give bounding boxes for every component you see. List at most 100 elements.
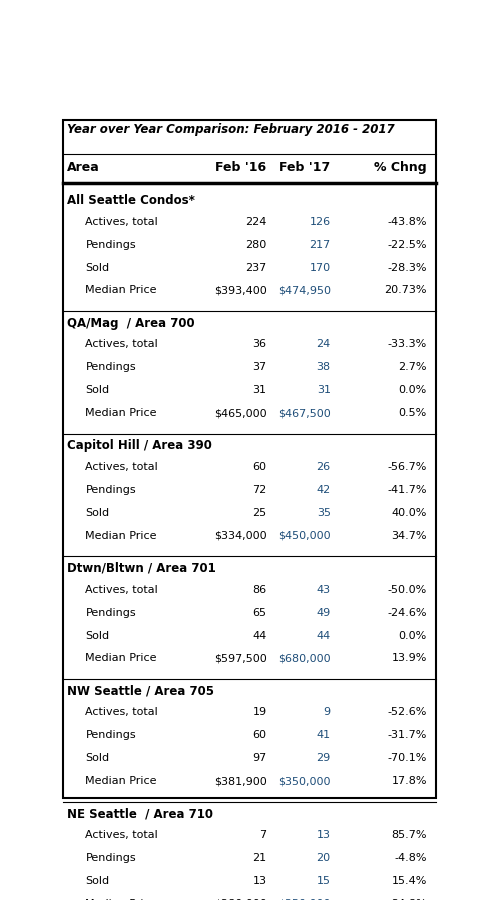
Text: 44: 44 (317, 631, 331, 641)
Text: 20.73%: 20.73% (384, 285, 427, 295)
Text: 86: 86 (252, 585, 266, 595)
Text: % Chng: % Chng (375, 161, 427, 174)
Text: Median Price: Median Price (85, 776, 157, 786)
Text: Median Price: Median Price (85, 285, 157, 295)
Text: -31.7%: -31.7% (388, 730, 427, 741)
Text: 13: 13 (317, 830, 331, 840)
Text: Actives, total: Actives, total (85, 830, 158, 840)
Text: $381,900: $381,900 (214, 776, 266, 786)
Text: Sold: Sold (85, 508, 110, 518)
Text: Median Price: Median Price (85, 531, 157, 541)
Text: 44: 44 (252, 631, 266, 641)
Text: All Seattle Condos*: All Seattle Condos* (67, 194, 194, 207)
Text: 35: 35 (317, 508, 331, 518)
Text: 0.5%: 0.5% (399, 408, 427, 418)
Text: 20: 20 (317, 853, 331, 863)
Text: Sold: Sold (85, 263, 110, 273)
Text: Sold: Sold (85, 385, 110, 395)
Text: $334,000: $334,000 (214, 531, 266, 541)
Text: -33.3%: -33.3% (388, 339, 427, 349)
Text: 224: 224 (245, 217, 266, 227)
Text: -28.3%: -28.3% (388, 263, 427, 273)
Text: 31: 31 (317, 385, 331, 395)
Text: 85.7%: 85.7% (392, 830, 427, 840)
Text: $680,000: $680,000 (278, 653, 331, 663)
Text: 60: 60 (253, 730, 266, 741)
Text: Dtwn/Bltwn / Area 701: Dtwn/Bltwn / Area 701 (67, 562, 215, 575)
Text: Sold: Sold (85, 753, 110, 763)
Text: Pendings: Pendings (85, 730, 136, 741)
Text: 13: 13 (253, 876, 266, 886)
Text: 0.0%: 0.0% (399, 385, 427, 395)
Text: 2.7%: 2.7% (398, 363, 427, 373)
Text: Actives, total: Actives, total (85, 707, 158, 717)
Text: -41.7%: -41.7% (388, 485, 427, 495)
Text: 43: 43 (317, 585, 331, 595)
Text: 19: 19 (252, 707, 266, 717)
Text: Area: Area (67, 161, 99, 174)
Text: 31: 31 (253, 385, 266, 395)
Text: Sold: Sold (85, 631, 110, 641)
Text: Pendings: Pendings (85, 853, 136, 863)
Text: $393,400: $393,400 (214, 285, 266, 295)
Text: Pendings: Pendings (85, 363, 136, 373)
Text: 49: 49 (317, 608, 331, 617)
Text: -56.7%: -56.7% (388, 462, 427, 472)
Text: $465,000: $465,000 (214, 408, 266, 418)
Text: Actives, total: Actives, total (85, 217, 158, 227)
Text: -4.8%: -4.8% (394, 853, 427, 863)
Text: 60: 60 (253, 462, 266, 472)
Text: Median Price: Median Price (85, 408, 157, 418)
Text: 15: 15 (317, 876, 331, 886)
Text: $450,000: $450,000 (278, 531, 331, 541)
Text: Year over Year Comparison: February 2016 - 2017: Year over Year Comparison: February 2016… (67, 123, 394, 136)
Text: Feb '16: Feb '16 (215, 161, 266, 174)
Text: $350,000: $350,000 (278, 776, 331, 786)
Text: 21: 21 (252, 853, 266, 863)
Text: 7: 7 (260, 830, 266, 840)
Text: $597,500: $597,500 (214, 653, 266, 663)
Text: 72: 72 (252, 485, 266, 495)
Text: $280,000: $280,000 (214, 899, 266, 900)
Text: 15.4%: 15.4% (392, 876, 427, 886)
Text: 13.9%: 13.9% (392, 653, 427, 663)
Text: 38: 38 (317, 363, 331, 373)
Text: -50.0%: -50.0% (388, 585, 427, 595)
Text: -22.5%: -22.5% (388, 239, 427, 249)
Text: 280: 280 (245, 239, 266, 249)
Text: Pendings: Pendings (85, 608, 136, 617)
Text: 217: 217 (309, 239, 331, 249)
Text: $350,000: $350,000 (278, 899, 331, 900)
Text: -24.6%: -24.6% (388, 608, 427, 617)
Text: 25: 25 (252, 508, 266, 518)
Text: 170: 170 (310, 263, 331, 273)
Text: NE Seattle  / Area 710: NE Seattle / Area 710 (67, 807, 212, 820)
Text: QA/Mag  / Area 700: QA/Mag / Area 700 (67, 317, 194, 329)
Text: 37: 37 (252, 363, 266, 373)
Text: 26: 26 (317, 462, 331, 472)
Text: 42: 42 (317, 485, 331, 495)
Text: 126: 126 (310, 217, 331, 227)
Text: 0.0%: 0.0% (399, 631, 427, 641)
Text: Actives, total: Actives, total (85, 339, 158, 349)
Text: 29: 29 (317, 753, 331, 763)
Text: 24.8%: 24.8% (392, 899, 427, 900)
Text: 17.8%: 17.8% (392, 776, 427, 786)
Text: 9: 9 (323, 707, 331, 717)
Text: Feb '17: Feb '17 (280, 161, 331, 174)
Text: -52.6%: -52.6% (388, 707, 427, 717)
Text: Capitol Hill / Area 390: Capitol Hill / Area 390 (67, 439, 211, 453)
Text: Actives, total: Actives, total (85, 462, 158, 472)
Text: Median Price: Median Price (85, 653, 157, 663)
Text: 65: 65 (253, 608, 266, 617)
Text: $474,950: $474,950 (278, 285, 331, 295)
Text: Median Price: Median Price (85, 899, 157, 900)
Text: Sold: Sold (85, 876, 110, 886)
Text: 237: 237 (245, 263, 266, 273)
Text: $467,500: $467,500 (278, 408, 331, 418)
Text: Pendings: Pendings (85, 239, 136, 249)
Text: 36: 36 (253, 339, 266, 349)
Text: -70.1%: -70.1% (388, 753, 427, 763)
Text: 97: 97 (252, 753, 266, 763)
Text: 40.0%: 40.0% (392, 508, 427, 518)
